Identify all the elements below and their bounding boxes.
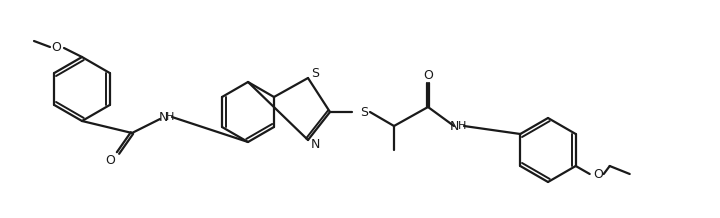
Text: N: N bbox=[310, 138, 320, 152]
Text: O: O bbox=[593, 167, 603, 181]
Text: H: H bbox=[458, 121, 466, 131]
Text: O: O bbox=[51, 41, 61, 53]
Text: S: S bbox=[311, 66, 319, 80]
Text: N: N bbox=[158, 111, 168, 124]
Text: O: O bbox=[423, 68, 433, 82]
Text: S: S bbox=[360, 106, 368, 119]
Text: N: N bbox=[449, 119, 459, 133]
Text: O: O bbox=[105, 153, 115, 167]
Text: H: H bbox=[166, 112, 174, 122]
